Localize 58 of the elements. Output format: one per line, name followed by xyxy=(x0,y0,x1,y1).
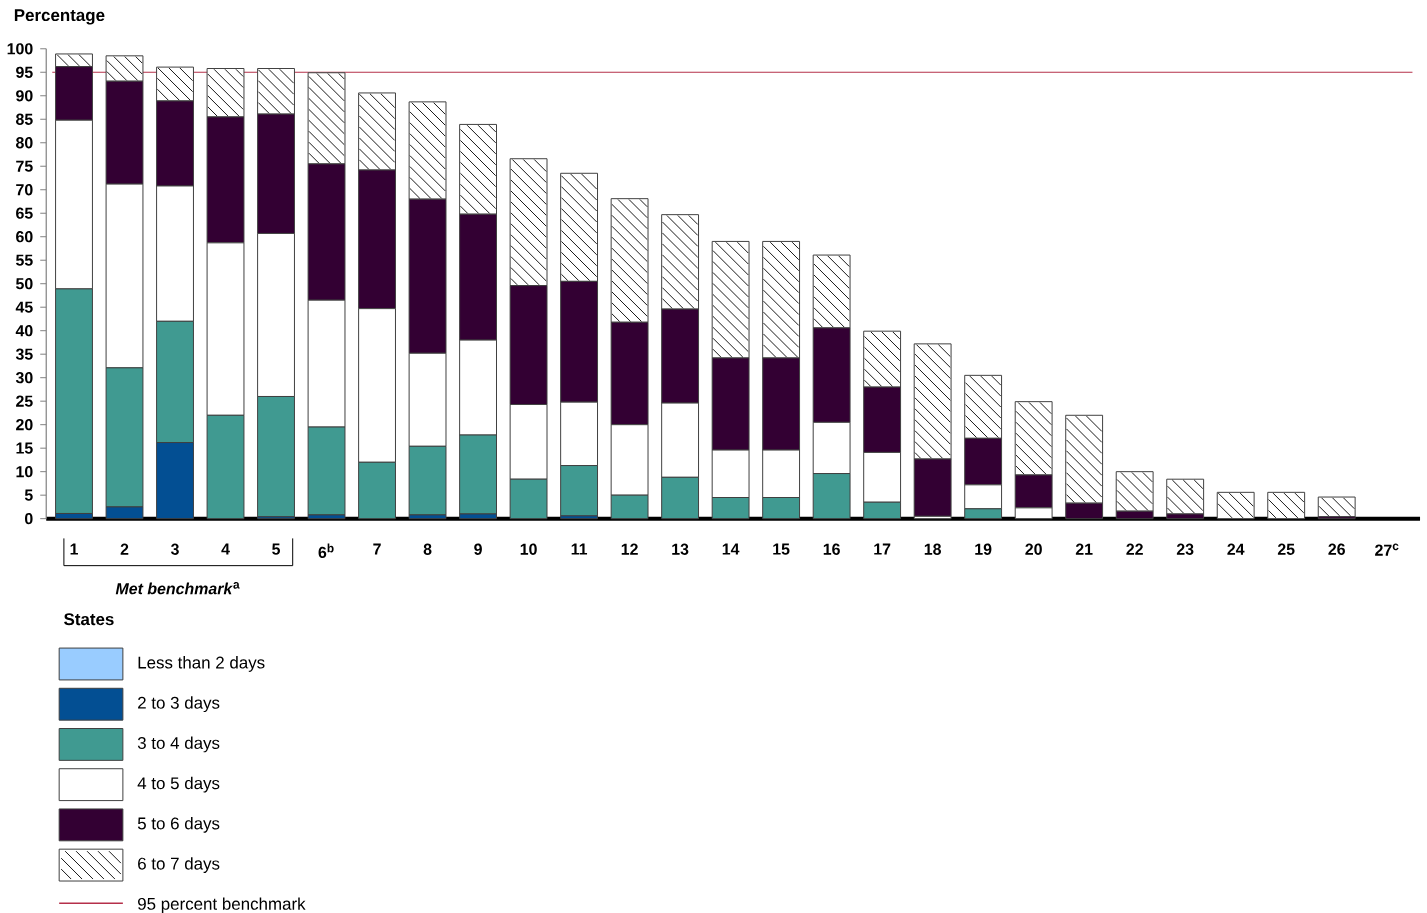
x-tick-label: 26 xyxy=(1328,543,1345,555)
x-tick-label: 22 xyxy=(1126,543,1143,555)
x-tick-label: 7 xyxy=(373,543,381,555)
x-tick-label: 17 xyxy=(874,543,891,555)
y-tick-label: 30 xyxy=(15,371,33,384)
x-tick-label: 23 xyxy=(1176,543,1194,555)
x-tick-label: 21 xyxy=(1075,543,1093,555)
legend-label: 5 to 6 days xyxy=(137,816,220,833)
x-tick-label: 2 xyxy=(120,543,129,555)
x-tick-label: 15 xyxy=(773,543,790,555)
x-tick-label: 4 xyxy=(221,543,230,555)
y-tick-label: 55 xyxy=(16,254,33,266)
y-tick-label: 90 xyxy=(16,90,33,102)
x-tick-label: 16 xyxy=(823,543,840,555)
y-tick-label: 5 xyxy=(24,489,33,501)
x-tick-label: 6$^{b}$ xyxy=(318,543,334,558)
x-tick-label: 11 xyxy=(571,543,588,555)
y-tick-label: 15 xyxy=(16,442,33,454)
legend-label: 3 to 4 days xyxy=(137,736,220,753)
x-tick-label: 27$^{c}$ xyxy=(1375,543,1399,556)
x-tick-label: 25 xyxy=(1277,543,1295,555)
legend-label: Less than 2 days xyxy=(138,656,265,672)
y-tick-label: 40 xyxy=(15,324,33,337)
x-tick-label: 12 xyxy=(621,543,638,555)
x-tick-label: 5 xyxy=(272,543,281,555)
x-tick-label: 13 xyxy=(672,543,689,555)
legend-label: 2 to 3 days xyxy=(138,696,220,712)
y-tick-label: 70 xyxy=(16,184,33,196)
y-tick-label: 45 xyxy=(15,301,33,313)
y-tick-label: 95 xyxy=(16,66,33,78)
y-tick-label: 25 xyxy=(16,395,33,407)
y-tick-label: 20 xyxy=(16,418,33,431)
x-tick-label: 9 xyxy=(474,543,482,555)
x-tick-label: 1 xyxy=(70,543,78,555)
x-tick-label: 18 xyxy=(924,543,941,555)
y-tick-label: 60 xyxy=(16,231,33,243)
y-tick-label: 10 xyxy=(16,465,33,478)
y-tick-label: 50 xyxy=(16,277,33,290)
x-tick-label: 20 xyxy=(1025,543,1042,555)
y-tick-label: 0 xyxy=(24,512,33,525)
legend-label: 4 to 5 days xyxy=(137,776,220,793)
x-tick-label: 10 xyxy=(520,543,537,555)
x-tick-label: 24 xyxy=(1227,543,1245,555)
x-tick-label: 19 xyxy=(975,543,992,555)
y-tick-label: 35 xyxy=(15,348,33,360)
legend-title: States xyxy=(64,613,114,626)
y-tick-label: 85 xyxy=(16,113,33,125)
x-tick-label: 3 xyxy=(170,543,179,555)
text: Met benchmark$^{a}$ xyxy=(115,582,240,595)
y-tick-label: 100 xyxy=(7,43,33,55)
y-tick-label: 80 xyxy=(16,137,33,149)
y-axis-title: Percentage xyxy=(14,9,105,25)
legend-label: 6 to 7 days xyxy=(138,857,220,873)
x-tick-label: 14 xyxy=(722,543,740,555)
legend-label: 95 percent benchmark xyxy=(137,897,306,913)
x-tick-label: 8 xyxy=(423,543,432,555)
y-tick-label: 65 xyxy=(16,207,33,219)
y-tick-label: 75 xyxy=(16,160,33,172)
